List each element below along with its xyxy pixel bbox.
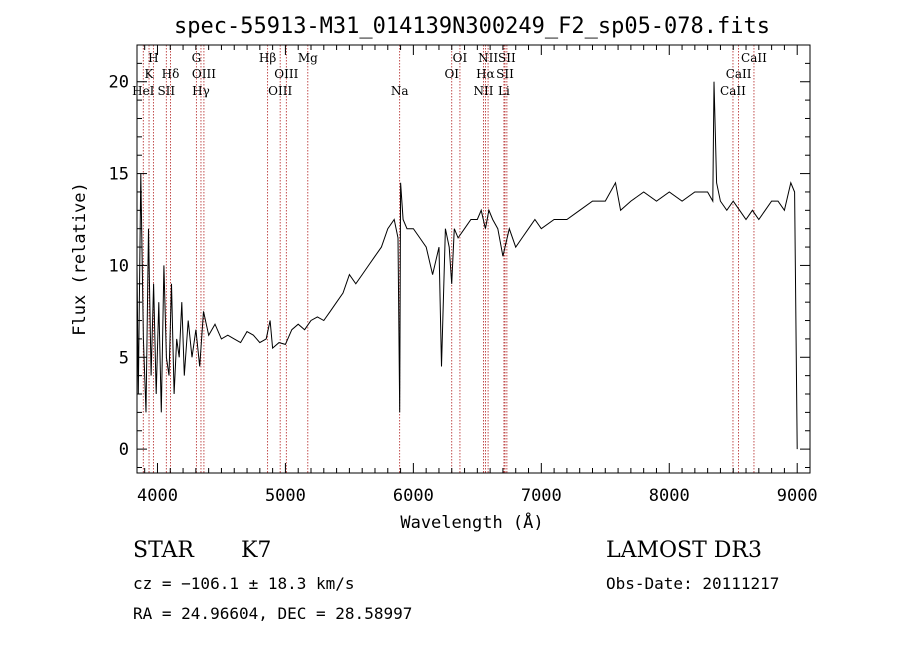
spectral-line-label: OIII — [268, 84, 292, 98]
spectral-line-label: CaII — [720, 84, 746, 98]
spectral-line-label: CaII — [741, 51, 767, 65]
spectral-line-label: Hδ — [162, 67, 180, 81]
x-tick-label: 5000 — [265, 486, 306, 506]
spectral-line-label: SII — [498, 51, 516, 65]
redshift-readout: cz = −106.1 ± 18.3 km/s — [133, 574, 355, 593]
survey-name: LAMOST DR3 — [606, 538, 762, 563]
object-class: STAR — [133, 538, 194, 563]
spectral-line-label: K — [145, 67, 155, 81]
y-axis-label: Flux (relative) — [70, 182, 90, 336]
spectral-line-label: OI — [444, 67, 459, 81]
x-tick-label: 4000 — [137, 486, 178, 506]
coordinates-readout: RA = 24.96604, DEC = 28.58997 — [133, 604, 413, 623]
spectral-line-label: NII — [478, 51, 498, 65]
spectral-line-label: Li — [498, 84, 510, 98]
spectral-line-label: Hα — [476, 67, 495, 81]
plot-frame — [136, 44, 811, 474]
object-subclass: K7 — [241, 538, 272, 563]
x-tick-label: 7000 — [521, 486, 562, 506]
spectral-line-label: SII — [157, 84, 175, 98]
spectral-line-label: OIII — [192, 67, 216, 81]
spectral-line-label: Hγ — [192, 84, 210, 98]
x-axis-label: Wavelength (Å) — [400, 511, 543, 533]
spectral-line-label: OIII — [274, 67, 298, 81]
y-tick-label: 0 — [119, 440, 129, 460]
spectral-line-label: Na — [391, 84, 409, 98]
x-axis-ticks: 4000 5000 6000 7000 8000 9000 — [137, 45, 818, 506]
x-tick-label: 8000 — [649, 486, 690, 506]
spectral-line-label: Hβ — [259, 51, 276, 65]
spectral-lines-layer — [142, 45, 755, 473]
spectral-line-label: SII — [496, 67, 514, 81]
x-tick-label: 9000 — [777, 486, 818, 506]
spectral-line-label: NII — [473, 84, 493, 98]
spectral-line-label: H — [148, 51, 158, 65]
y-tick-label: 20 — [109, 73, 129, 93]
spectral-line-label: CaII — [726, 67, 752, 81]
y-tick-label: 5 — [119, 348, 129, 368]
spectral-line-label: OI — [453, 51, 468, 65]
y-tick-label: 15 — [109, 165, 129, 185]
spectral-line-label: G — [192, 51, 202, 65]
y-axis-ticks: 0 5 10 15 20 — [109, 62, 810, 468]
spectral-line-label: HeI — [132, 84, 155, 98]
observation-date: Obs-Date: 20111217 — [606, 574, 780, 593]
chart-title: spec-55913-M31_014139N300249_F2_sp05-078… — [174, 14, 770, 39]
spectral-line-label: Mg — [298, 51, 318, 65]
x-tick-label: 6000 — [393, 486, 434, 506]
y-tick-label: 10 — [109, 256, 129, 276]
spectrum-series-line — [136, 81, 798, 450]
